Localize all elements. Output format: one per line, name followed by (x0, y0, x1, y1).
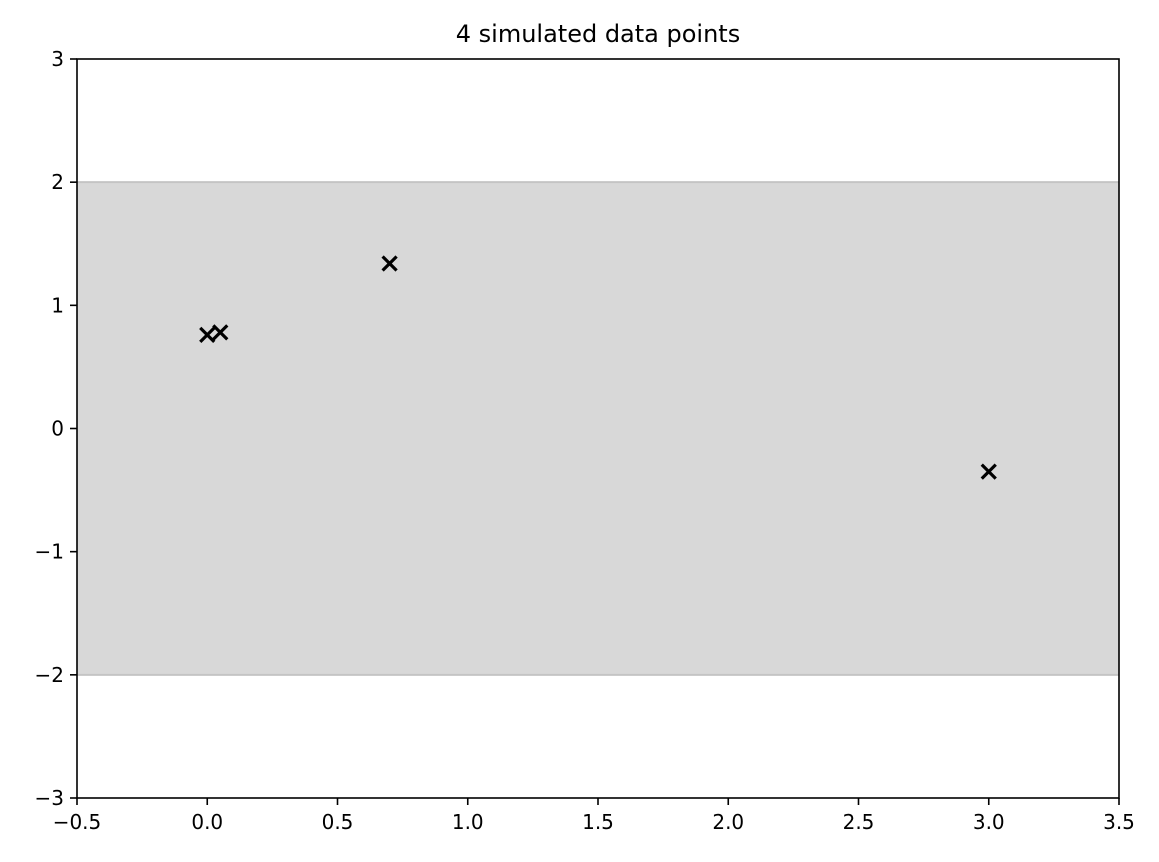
data-point (980, 463, 997, 480)
data-point (212, 324, 229, 341)
y-tick-label: 3 (51, 47, 64, 71)
x-tick-label: 1.5 (582, 810, 614, 834)
plot-area (77, 181, 1119, 676)
x-tick-label: −0.5 (53, 810, 102, 834)
data-point (381, 255, 398, 272)
shaded-band (77, 182, 1119, 675)
x-tick-label: 2.0 (712, 810, 744, 834)
chart-title: 4 simulated data points (456, 20, 740, 48)
x-tick-label: 1.0 (452, 810, 484, 834)
y-tick-label: −2 (35, 663, 64, 687)
y-tick-label: 1 (51, 293, 64, 317)
x-tick-label: 2.5 (843, 810, 875, 834)
x-tick-label: 0.0 (191, 810, 223, 834)
y-tick-label: 2 (51, 170, 64, 194)
x-tick-label: 3.0 (973, 810, 1005, 834)
x-tick-label: 0.5 (322, 810, 354, 834)
y-tick-label: −3 (35, 786, 64, 810)
y-tick-label: −1 (35, 540, 64, 564)
x-tick-label: 3.5 (1103, 810, 1135, 834)
axes: −0.5 0.0 0.5 1.0 1.5 2.0 2.5 3.0 3.5 −3 −2 −1 0 1 2 3 (35, 47, 1135, 834)
data-point (199, 326, 216, 344)
y-tick-label: 0 (51, 417, 64, 441)
